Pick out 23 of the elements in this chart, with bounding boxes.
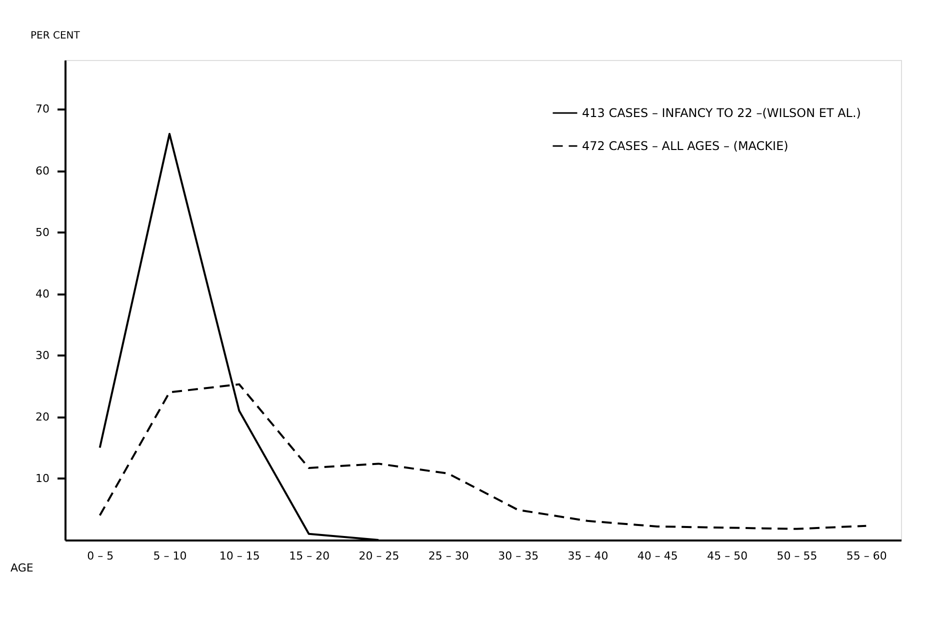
y-tick-label: 60 [36,164,50,178]
y-tick-label: 70 [36,102,50,116]
y-tick-label: 20 [36,410,50,424]
x-tick-label: 30 – 35 [498,550,539,562]
x-tick-label: 20 – 25 [358,550,400,562]
x-tick-label: 40 – 45 [637,550,678,562]
x-tick-label: 10 – 15 [219,550,260,562]
x-tick-label: 0 – 5 [87,550,114,562]
y-tick-label: 10 [36,472,50,485]
y-tick-label: 50 [36,226,50,239]
x-tick-label: 50 – 55 [776,550,818,562]
x-tick-label: 55 – 60 [846,550,887,562]
x-tick-label: 45 – 50 [707,550,748,562]
legend-label: 413 CASES – INFANCY TO 22 –(WILSON ET AL.) [582,106,861,120]
x-tick-label: 35 – 40 [568,550,608,562]
legend-label: 472 CASES – ALL AGES – (MACKIE) [582,139,788,153]
x-tick-label: 5 – 10 [153,550,187,562]
y-axis-title: PER CENT [30,30,81,42]
y-tick-label: 40 [36,287,50,300]
x-tick-label: 15 – 20 [289,550,330,562]
x-axis-title: AGE [10,562,34,574]
x-tick-label: 25 – 30 [428,550,469,562]
y-tick-label: 30 [36,348,50,362]
